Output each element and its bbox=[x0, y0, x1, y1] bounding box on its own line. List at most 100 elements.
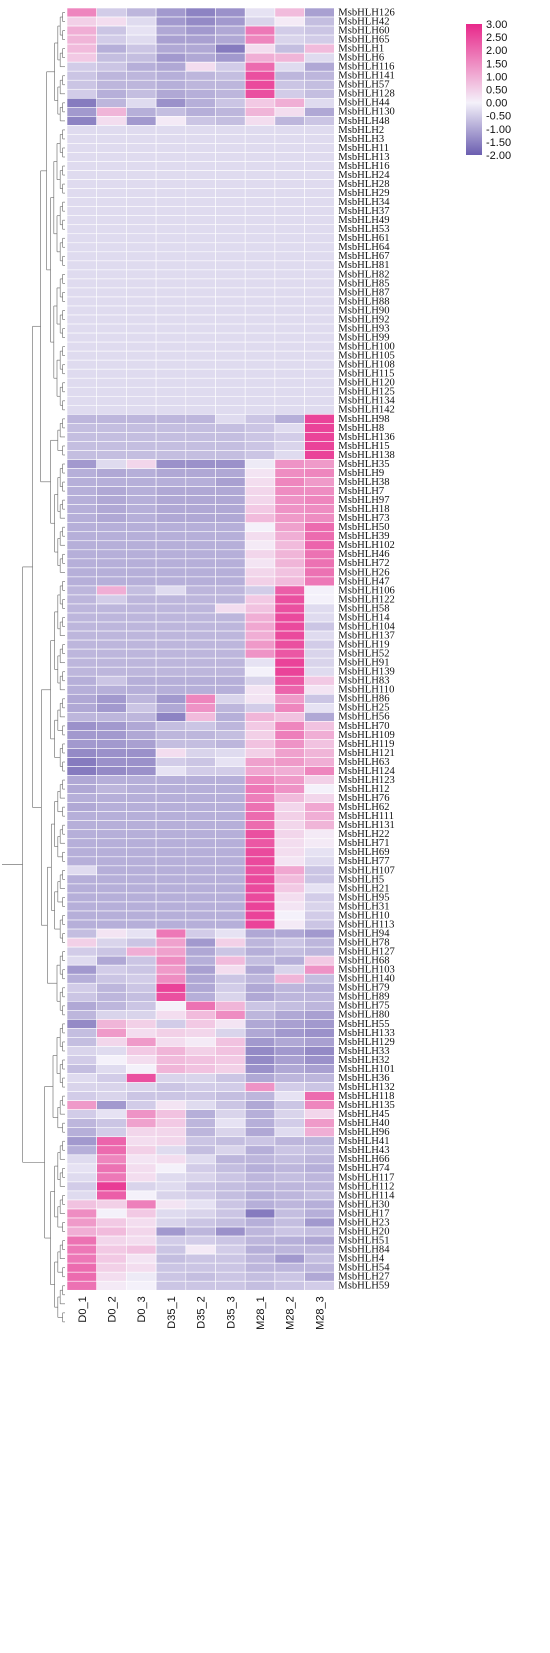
heatmap-cell bbox=[126, 910, 157, 921]
heatmap-cell bbox=[244, 414, 276, 424]
heatmap-cell bbox=[96, 1262, 127, 1273]
heatmap-cell bbox=[274, 712, 305, 722]
row-label: MsbHLH125 bbox=[338, 387, 395, 398]
heatmap-cell bbox=[66, 739, 98, 749]
row-label: MsbHLH39 bbox=[338, 531, 389, 542]
heatmap-cell bbox=[185, 739, 216, 749]
row-label: MsbHLH42 bbox=[338, 16, 389, 27]
heatmap-cell bbox=[185, 1271, 216, 1282]
heatmap-cell bbox=[215, 1100, 246, 1110]
heatmap-cell bbox=[96, 1226, 127, 1237]
heatmap-cell bbox=[126, 305, 157, 316]
heatmap-cell bbox=[215, 242, 246, 253]
row-label: MsbHLH54 bbox=[338, 1263, 390, 1274]
heatmap-cell bbox=[126, 928, 157, 939]
heatmap-cell bbox=[304, 874, 335, 885]
row-label: MsbHLH52 bbox=[338, 649, 389, 660]
heatmap-cell bbox=[66, 233, 98, 244]
color-scale-tick-label: 2.00 bbox=[486, 45, 507, 57]
heatmap-cell bbox=[244, 1028, 276, 1038]
heatmap-cell bbox=[66, 576, 98, 587]
heatmap-cell bbox=[274, 287, 305, 298]
heatmap-cell bbox=[126, 414, 157, 424]
heatmap-cell bbox=[96, 1118, 127, 1129]
heatmap-cell bbox=[126, 377, 157, 388]
row-label: MsbHLH142 bbox=[338, 405, 395, 416]
row-label: MsbHLH83 bbox=[338, 676, 389, 687]
color-scale-bar bbox=[466, 24, 482, 155]
heatmap-cell bbox=[126, 1235, 157, 1246]
heatmap-cell bbox=[185, 88, 216, 99]
heatmap-cell bbox=[66, 1109, 98, 1119]
heatmap-cell bbox=[304, 477, 335, 487]
heatmap-cell bbox=[244, 784, 276, 794]
heatmap-cell bbox=[126, 558, 157, 569]
heatmap-cell bbox=[304, 1082, 335, 1092]
row-label: MsbHLH104 bbox=[338, 621, 395, 632]
heatmap-cell bbox=[244, 278, 276, 289]
heatmap-cell bbox=[304, 1253, 335, 1264]
heatmap-cell bbox=[215, 748, 246, 758]
heatmap-cell bbox=[66, 79, 98, 90]
heatmap-cell bbox=[274, 495, 305, 505]
heatmap-cell bbox=[185, 973, 216, 984]
heatmap-cell bbox=[304, 657, 335, 668]
heatmap-cell bbox=[96, 323, 127, 334]
heatmap-cell bbox=[274, 955, 305, 966]
row-label: MsbHLH68 bbox=[338, 956, 389, 967]
heatmap-cell bbox=[185, 865, 216, 876]
heatmap-cell bbox=[304, 224, 335, 235]
heatmap-cell bbox=[304, 946, 335, 957]
heatmap-cell bbox=[274, 531, 305, 542]
heatmap-cell bbox=[66, 549, 98, 560]
heatmap-cell bbox=[244, 1100, 276, 1110]
heatmap-cell bbox=[274, 621, 305, 632]
heatmap-cell bbox=[96, 143, 127, 153]
heatmap-cell bbox=[215, 693, 246, 704]
heatmap-cell bbox=[244, 34, 276, 45]
row-label: MsbHLH82 bbox=[338, 269, 389, 280]
heatmap-cell bbox=[244, 883, 276, 894]
heatmap-cell bbox=[274, 504, 305, 514]
heatmap-cell bbox=[274, 79, 305, 90]
heatmap-cell bbox=[66, 567, 98, 578]
heatmap-cell bbox=[215, 1172, 246, 1183]
heatmap-cell bbox=[155, 1145, 187, 1156]
heatmap-cell bbox=[215, 61, 246, 72]
heatmap-cell bbox=[274, 856, 305, 867]
row-label: MsbHLH111 bbox=[338, 811, 394, 822]
heatmap-cell bbox=[215, 1145, 246, 1156]
heatmap-cell bbox=[185, 937, 216, 948]
heatmap-cell bbox=[215, 955, 246, 966]
heatmap-cell bbox=[96, 847, 127, 858]
heatmap-cell bbox=[215, 991, 246, 1002]
heatmap-cell bbox=[304, 197, 335, 207]
heatmap-cell bbox=[185, 215, 216, 226]
heatmap-cell bbox=[215, 377, 246, 388]
heatmap-cell bbox=[244, 766, 276, 776]
heatmap-cell bbox=[304, 594, 335, 605]
heatmap-cell bbox=[244, 98, 276, 108]
heatmap-cell bbox=[96, 206, 127, 216]
heatmap-cell bbox=[304, 1000, 335, 1011]
heatmap-cell bbox=[66, 278, 98, 289]
heatmap-cell bbox=[185, 98, 216, 108]
heatmap-cell bbox=[215, 107, 246, 117]
heatmap-cell bbox=[244, 802, 276, 812]
heatmap-cell bbox=[66, 811, 98, 821]
heatmap-cell bbox=[304, 116, 335, 126]
heatmap-cell bbox=[185, 305, 216, 316]
row-label: MsbHLH130 bbox=[338, 107, 395, 118]
heatmap-cell bbox=[274, 359, 305, 370]
heatmap-cell bbox=[215, 657, 246, 668]
heatmap-cell bbox=[215, 775, 246, 785]
heatmap-cell bbox=[155, 684, 187, 695]
row-label: MsbHLH78 bbox=[338, 937, 389, 948]
row-label: MsbHLH129 bbox=[338, 1037, 395, 1048]
heatmap-cell bbox=[304, 34, 335, 45]
heatmap-cell bbox=[215, 910, 246, 921]
row-label: MsbHLH117 bbox=[338, 1172, 394, 1183]
heatmap-cell bbox=[66, 766, 98, 776]
heatmap-cell bbox=[96, 350, 127, 361]
